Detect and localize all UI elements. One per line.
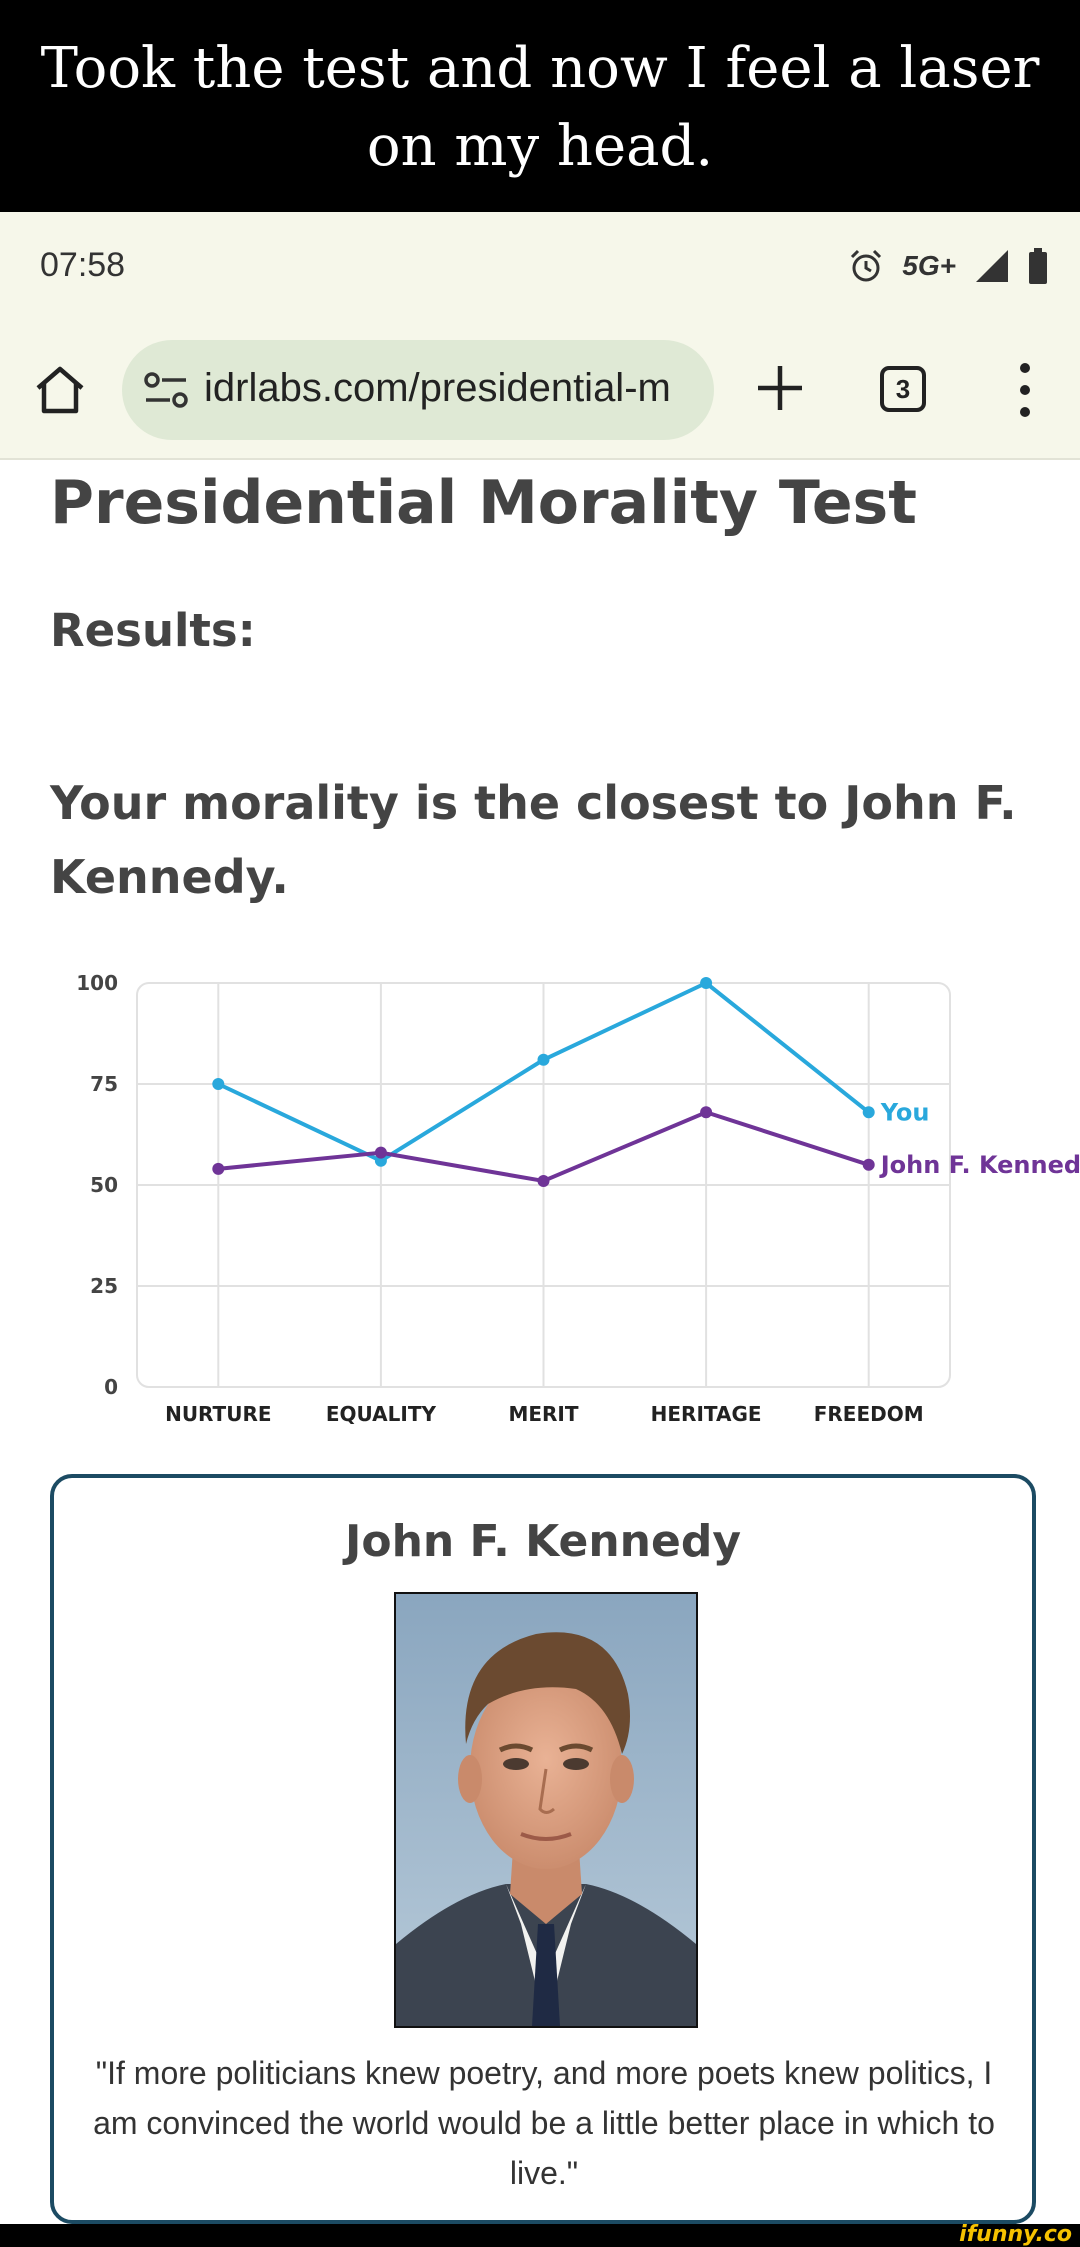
morality-chart: 0 25 50 75 100 NURTURE EQUALITY MERIT HERITAGE FR… (76, 971, 1080, 1426)
data-point (700, 977, 713, 989)
alarm-icon (851, 249, 882, 282)
y-tick-label: 100 (76, 971, 118, 995)
plus-icon[interactable] (752, 360, 808, 416)
status-icons: 5G+ (848, 246, 1048, 286)
meme-caption: Took the test and now I feel a laser on … (0, 0, 1080, 212)
series-label: You (880, 1098, 930, 1126)
tune-icon[interactable] (144, 370, 188, 410)
data-point (862, 1106, 875, 1119)
quote-text: "If more politicians knew poetry, and mo… (93, 2055, 995, 2191)
y-tick-label: 0 (104, 1375, 118, 1399)
president-name: John F. Kennedy (344, 1516, 742, 1567)
y-tick-label: 75 (90, 1072, 118, 1096)
watermark-text: ifunny.co (959, 2222, 1072, 2247)
data-point (537, 1053, 550, 1066)
battery-icon (1029, 248, 1047, 284)
x-tick-label: EQUALITY (326, 1402, 437, 1426)
x-tick-label: HERITAGE (651, 1402, 762, 1426)
data-point (212, 1162, 225, 1175)
address-bar[interactable]: idrlabs.com/presidential-m (122, 340, 714, 440)
y-tick-label: 25 (90, 1274, 118, 1298)
closest-line-1: Your morality is the closest to John F. (50, 776, 1017, 830)
closest-line-2: Kennedy. (50, 850, 289, 904)
tabs-icon[interactable]: 3 (880, 366, 926, 412)
watermark-bar: ifunny.co (0, 2222, 1080, 2247)
home-icon[interactable] (34, 364, 86, 416)
caption-line-1: Took the test and now I feel a laser (40, 36, 1040, 101)
browser-toolbar: idrlabs.com/presidential-m 3 (0, 322, 1080, 460)
x-tick-label: MERIT (508, 1402, 578, 1426)
signal-icon (976, 250, 1008, 282)
data-point (700, 1106, 713, 1119)
caption-line-2: on my head. (366, 114, 714, 179)
data-point (212, 1078, 225, 1090)
page-title: Presidential Morality Test (50, 468, 917, 538)
status-bar: 07:58 5G+ (0, 212, 1080, 322)
series-label: John F. Kennedy (879, 1151, 1080, 1179)
status-time: 07:58 (40, 246, 126, 284)
portrait-photo (394, 1592, 698, 2028)
data-point (374, 1146, 387, 1159)
data-point (862, 1158, 875, 1171)
closest-match-text: Your morality is the closest to John F. … (50, 766, 1050, 914)
x-tick-label: FREEDOM (814, 1402, 924, 1426)
data-point (537, 1174, 550, 1187)
url-text: idrlabs.com/presidential-m (204, 366, 671, 410)
x-tick-label: NURTURE (165, 1402, 271, 1426)
results-label: Results: (50, 604, 256, 657)
network-type: 5G+ (902, 250, 956, 281)
y-tick-label: 50 (90, 1173, 118, 1197)
more-vert-icon[interactable] (1010, 358, 1040, 422)
president-card: John F. Kennedy (50, 1474, 1036, 2224)
